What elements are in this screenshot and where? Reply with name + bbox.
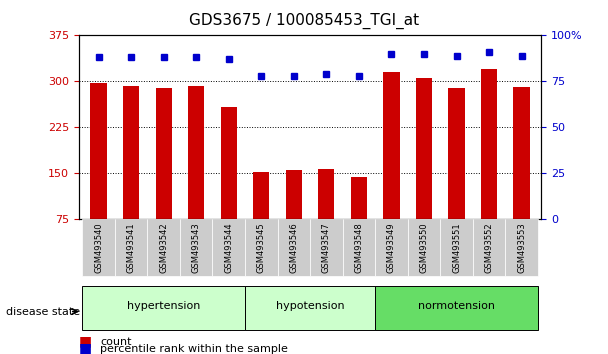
Text: percentile rank within the sample: percentile rank within the sample — [100, 344, 288, 354]
Bar — [351, 177, 367, 219]
FancyBboxPatch shape — [82, 219, 115, 276]
Text: GSM493542: GSM493542 — [159, 222, 168, 273]
Text: ■: ■ — [79, 335, 92, 349]
FancyBboxPatch shape — [343, 219, 375, 276]
Text: GSM493543: GSM493543 — [192, 222, 201, 273]
Bar — [481, 69, 497, 219]
Bar — [318, 169, 334, 219]
Text: GSM493545: GSM493545 — [257, 222, 266, 273]
FancyBboxPatch shape — [277, 219, 310, 276]
Bar — [416, 78, 432, 219]
Text: GSM493549: GSM493549 — [387, 222, 396, 273]
Bar — [188, 86, 204, 219]
FancyBboxPatch shape — [245, 286, 375, 330]
Text: GSM493544: GSM493544 — [224, 222, 233, 273]
Text: GSM493547: GSM493547 — [322, 222, 331, 273]
FancyBboxPatch shape — [82, 286, 245, 330]
FancyBboxPatch shape — [212, 219, 245, 276]
FancyBboxPatch shape — [310, 219, 343, 276]
Text: GSM493546: GSM493546 — [289, 222, 299, 273]
Text: GSM493548: GSM493548 — [354, 222, 364, 273]
FancyBboxPatch shape — [375, 219, 408, 276]
FancyBboxPatch shape — [115, 219, 147, 276]
Text: GSM493553: GSM493553 — [517, 222, 526, 273]
Text: ■: ■ — [79, 342, 92, 354]
FancyBboxPatch shape — [245, 219, 277, 276]
Bar — [253, 172, 269, 219]
Bar — [91, 83, 106, 219]
Text: count: count — [100, 337, 132, 347]
Bar — [156, 87, 172, 219]
Bar — [448, 87, 465, 219]
Bar — [514, 87, 530, 219]
FancyBboxPatch shape — [440, 219, 473, 276]
Text: GSM493550: GSM493550 — [420, 222, 429, 273]
Text: disease state: disease state — [6, 307, 80, 316]
Bar — [383, 72, 399, 219]
Text: GSM493551: GSM493551 — [452, 222, 461, 273]
FancyBboxPatch shape — [408, 219, 440, 276]
Text: GDS3675 / 100085453_TGI_at: GDS3675 / 100085453_TGI_at — [189, 12, 419, 29]
Text: hypertension: hypertension — [127, 301, 200, 310]
Bar — [123, 86, 139, 219]
FancyBboxPatch shape — [180, 219, 212, 276]
FancyBboxPatch shape — [147, 219, 180, 276]
Text: GSM493540: GSM493540 — [94, 222, 103, 273]
FancyBboxPatch shape — [473, 219, 505, 276]
FancyBboxPatch shape — [505, 219, 538, 276]
Text: hypotension: hypotension — [276, 301, 344, 310]
Text: GSM493541: GSM493541 — [126, 222, 136, 273]
Text: normotension: normotension — [418, 301, 495, 310]
FancyBboxPatch shape — [375, 286, 538, 330]
Bar — [286, 170, 302, 219]
Text: GSM493552: GSM493552 — [485, 222, 494, 273]
Bar — [221, 107, 237, 219]
